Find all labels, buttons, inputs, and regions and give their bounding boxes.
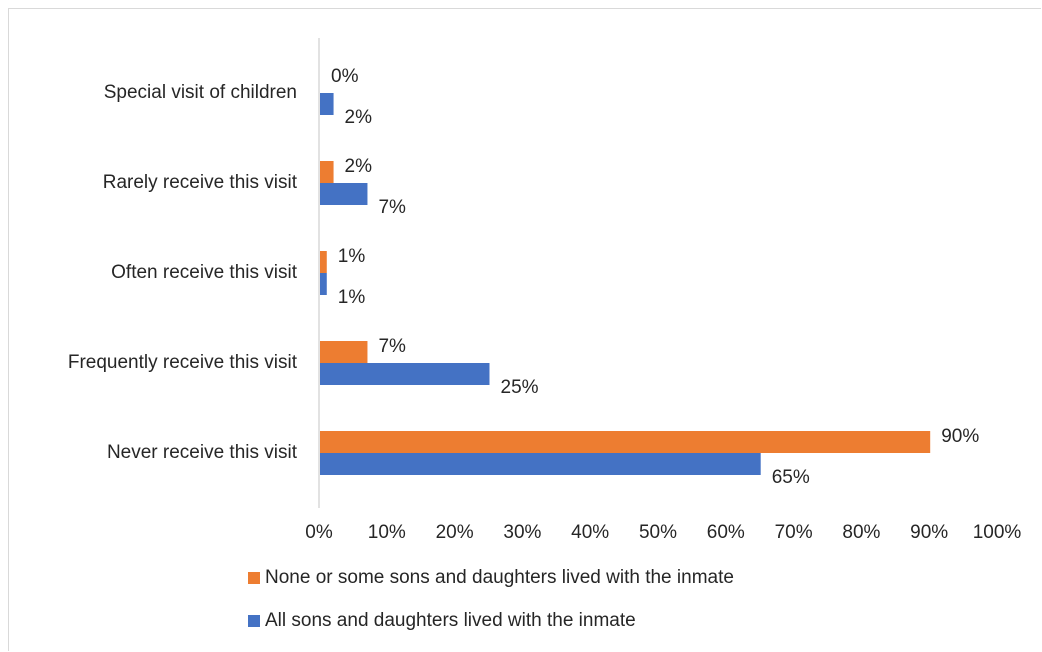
x-tick-label: 90% <box>910 522 948 543</box>
data-label: 7% <box>378 197 406 218</box>
category-label: Rarely receive this visit <box>103 172 298 193</box>
bar <box>320 341 368 363</box>
legend-swatch <box>248 615 260 627</box>
bar <box>320 161 334 183</box>
x-tick-label: 100% <box>973 522 1022 543</box>
legend-label: All sons and daughters lived with the in… <box>265 610 636 631</box>
x-tick-label: 20% <box>436 522 474 543</box>
bar <box>320 363 490 385</box>
bar <box>320 251 327 273</box>
category-label: Frequently receive this visit <box>68 352 298 373</box>
data-label: 2% <box>345 156 373 177</box>
data-label: 1% <box>338 246 366 267</box>
legend-swatch <box>248 572 260 584</box>
data-label: 90% <box>941 426 979 447</box>
data-label: 0% <box>331 66 359 87</box>
x-tick-label: 0% <box>305 522 333 543</box>
x-tick-label: 80% <box>842 522 880 543</box>
legend-label: None or some sons and daughters lived wi… <box>265 567 734 588</box>
bar <box>320 453 761 475</box>
x-tick-label: 30% <box>503 522 541 543</box>
x-tick-label: 70% <box>775 522 813 543</box>
bar <box>320 431 931 453</box>
category-label: Special visit of children <box>104 82 297 103</box>
bar <box>320 183 368 205</box>
data-label: 25% <box>501 377 539 398</box>
data-label: 7% <box>378 336 406 357</box>
x-tick-label: 60% <box>707 522 745 543</box>
x-tick-label: 50% <box>639 522 677 543</box>
chart-frame <box>8 8 1041 651</box>
category-label: Never receive this visit <box>107 442 298 463</box>
category-label: Often receive this visit <box>111 262 298 283</box>
bar <box>320 273 327 295</box>
bar <box>320 93 334 115</box>
data-label: 65% <box>772 467 810 488</box>
data-label: 1% <box>338 287 366 308</box>
x-tick-label: 40% <box>571 522 609 543</box>
x-tick-label: 10% <box>368 522 406 543</box>
data-label: 2% <box>345 107 373 128</box>
